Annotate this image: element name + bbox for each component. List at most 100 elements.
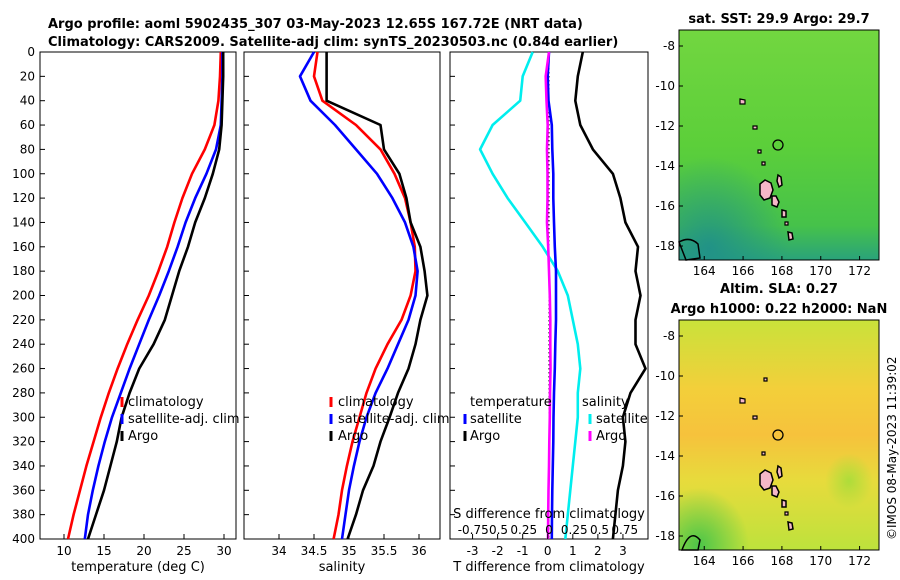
x-tick-label: -3	[467, 544, 479, 558]
legend-temperature-argo: Argo	[470, 429, 500, 444]
difference-series	[478, 51, 647, 540]
x-tick-label: 3	[619, 544, 627, 558]
x-tick-label: 36	[411, 544, 426, 558]
series-line-salinity-argo	[544, 51, 552, 540]
series-line-salinity-satellite	[546, 51, 558, 540]
s-diff-tick-label: -0.75	[458, 523, 489, 537]
island-espiritu-santo	[759, 469, 774, 491]
s-diff-tick-label: 0.75	[611, 523, 638, 537]
coastline-new-caledonia	[680, 535, 701, 551]
temperature-tick-labels: 10 15 20 25 30	[56, 534, 232, 558]
x-tick-label: 20	[136, 544, 151, 558]
x-tick-label: 0	[544, 544, 552, 558]
y-tick-label: 120	[12, 191, 35, 205]
y-tick-label: 220	[12, 313, 35, 327]
sla-map-title-line1: Altim. SLA: 0.27	[720, 282, 838, 297]
y-tick-label: 300	[12, 410, 35, 424]
legend-satellite-clim: satellite-adj. clim	[128, 412, 240, 427]
map-y-tick-label: -10	[655, 79, 675, 93]
x-tick-label: 10	[56, 544, 71, 558]
legend-temperature-header: temperature	[470, 395, 552, 410]
s-difference-axis-label: S difference from climatology	[453, 507, 645, 522]
map-x-tick-label: 170	[809, 554, 832, 568]
x-tick-label: 35	[341, 544, 356, 558]
map-y-tick-label: -10	[655, 369, 675, 383]
islands-small	[739, 98, 789, 226]
series-line-climatology	[66, 51, 223, 540]
x-tick-label: -2	[492, 544, 504, 558]
temperature-axes-frame	[39, 51, 237, 540]
x-tick-label: 34.5	[301, 544, 328, 558]
islands-small	[739, 377, 789, 516]
y-tick-label: 240	[12, 337, 35, 351]
y-tick-label: 60	[20, 118, 35, 132]
float-position-marker	[772, 139, 784, 151]
y-tick-label: 260	[12, 362, 35, 376]
y-tick-label: 140	[12, 215, 35, 229]
salinity-tick-labels: 34 34.5 35 35.5 36	[271, 534, 427, 558]
legend-argo: Argo	[338, 429, 368, 444]
imos-timestamp: ©IMOS 08-May-2023 11:39:02	[885, 356, 899, 540]
island-espiritu-santo	[759, 179, 774, 201]
legend-climatology: climatology	[338, 395, 414, 410]
sla-map-panel: Altim. SLA: 0.27 Argo h1000: 0.22 h2000:…	[655, 282, 887, 568]
sla-map-frame	[678, 319, 880, 551]
map-y-tick-label: -16	[655, 489, 675, 503]
series-line-satellite-adj-clim	[298, 51, 419, 540]
y-tick-label: 340	[12, 459, 35, 473]
y-tick-label: 40	[20, 94, 35, 108]
island-tanna	[787, 231, 794, 241]
x-tick-label: -1	[517, 544, 529, 558]
series-line-temperature-argo	[573, 51, 647, 540]
series-line-temperature-satellite	[478, 51, 582, 540]
y-tick-label: 400	[12, 532, 35, 546]
island-malekula	[771, 195, 780, 208]
y-tick-label: 100	[12, 167, 35, 181]
s-diff-tick-label: 0.25	[561, 523, 588, 537]
x-tick-label: 2	[594, 544, 602, 558]
legend-salinity-argo: Argo	[596, 429, 626, 444]
legend-salinity-satellite: satellite	[596, 412, 648, 427]
series-line-argo	[325, 52, 429, 540]
map-y-tick-label: -16	[655, 199, 675, 213]
sla-low-patch-east	[679, 320, 879, 550]
y-tick-label: 180	[12, 264, 35, 278]
island-ambae	[776, 464, 783, 480]
map-y-tick-label: -12	[655, 409, 675, 423]
legend-temperature-satellite: satellite	[470, 412, 522, 427]
y-tick-label: 380	[12, 508, 35, 522]
temperature-series	[66, 51, 225, 540]
s-difference-tick-labels: -0.75 0.5 0.25 0 0.25 0.5 0.75	[458, 523, 638, 537]
sla-map-tick-labels: 164 166 168 170 172 -8 -10 -12 -14 -16 -18	[655, 329, 871, 568]
series-line-argo	[86, 52, 225, 540]
x-tick-label: 34	[271, 544, 286, 558]
depth-tick-labels: 0 20 40 60 80 100 120 140 160 180 200 220 240 260 280 3…	[12, 45, 35, 546]
temperature-legend: climatology satellite-adj. clim Argo	[120, 395, 240, 444]
figure-title-line1: Argo profile: aoml 5902435_307 03-May-20…	[48, 17, 583, 32]
sst-cool-patch	[679, 30, 879, 260]
salinity-xlabel: salinity	[319, 560, 366, 575]
series-line-satellite-adj-clim	[83, 52, 224, 540]
figure-title-line2: Climatology: CARS2009. Satellite-adj cli…	[48, 35, 618, 50]
island-tanna	[787, 521, 794, 531]
map-x-tick-label: 168	[770, 264, 793, 278]
x-tick-label: 35.5	[371, 544, 398, 558]
y-tick-label: 320	[12, 435, 35, 449]
t-difference-tick-labels: -3 -2 -1 0 1 2 3	[467, 534, 627, 558]
salinity-panel: 34 34.5 35 35.5 36 salinity climatology sate…	[243, 51, 450, 575]
map-y-tick-label: -18	[655, 239, 675, 253]
temperature-panel: 0 20 40 60 80 100 120 140 160 180 200 220 240 260 280 3…	[12, 45, 240, 575]
island-ambae	[776, 173, 783, 189]
map-x-tick-label: 166	[732, 554, 755, 568]
map-y-tick-label: -14	[655, 449, 675, 463]
legend-climatology: climatology	[128, 395, 204, 410]
map-x-tick-label: 166	[732, 264, 755, 278]
sst-map-tick-labels: 164 166 168 170 172 -8 -10 -12 -14 -16 -18	[655, 39, 871, 278]
legend-salinity-header: salinity	[582, 395, 629, 410]
sla-coastline	[680, 377, 794, 551]
s-diff-tick-label: 0	[545, 523, 553, 537]
sst-map-title: sat. SST: 29.9 Argo: 29.7	[688, 12, 869, 27]
y-tick-label: 20	[20, 69, 35, 83]
t-difference-xlabel: T difference from climatology	[452, 560, 645, 575]
